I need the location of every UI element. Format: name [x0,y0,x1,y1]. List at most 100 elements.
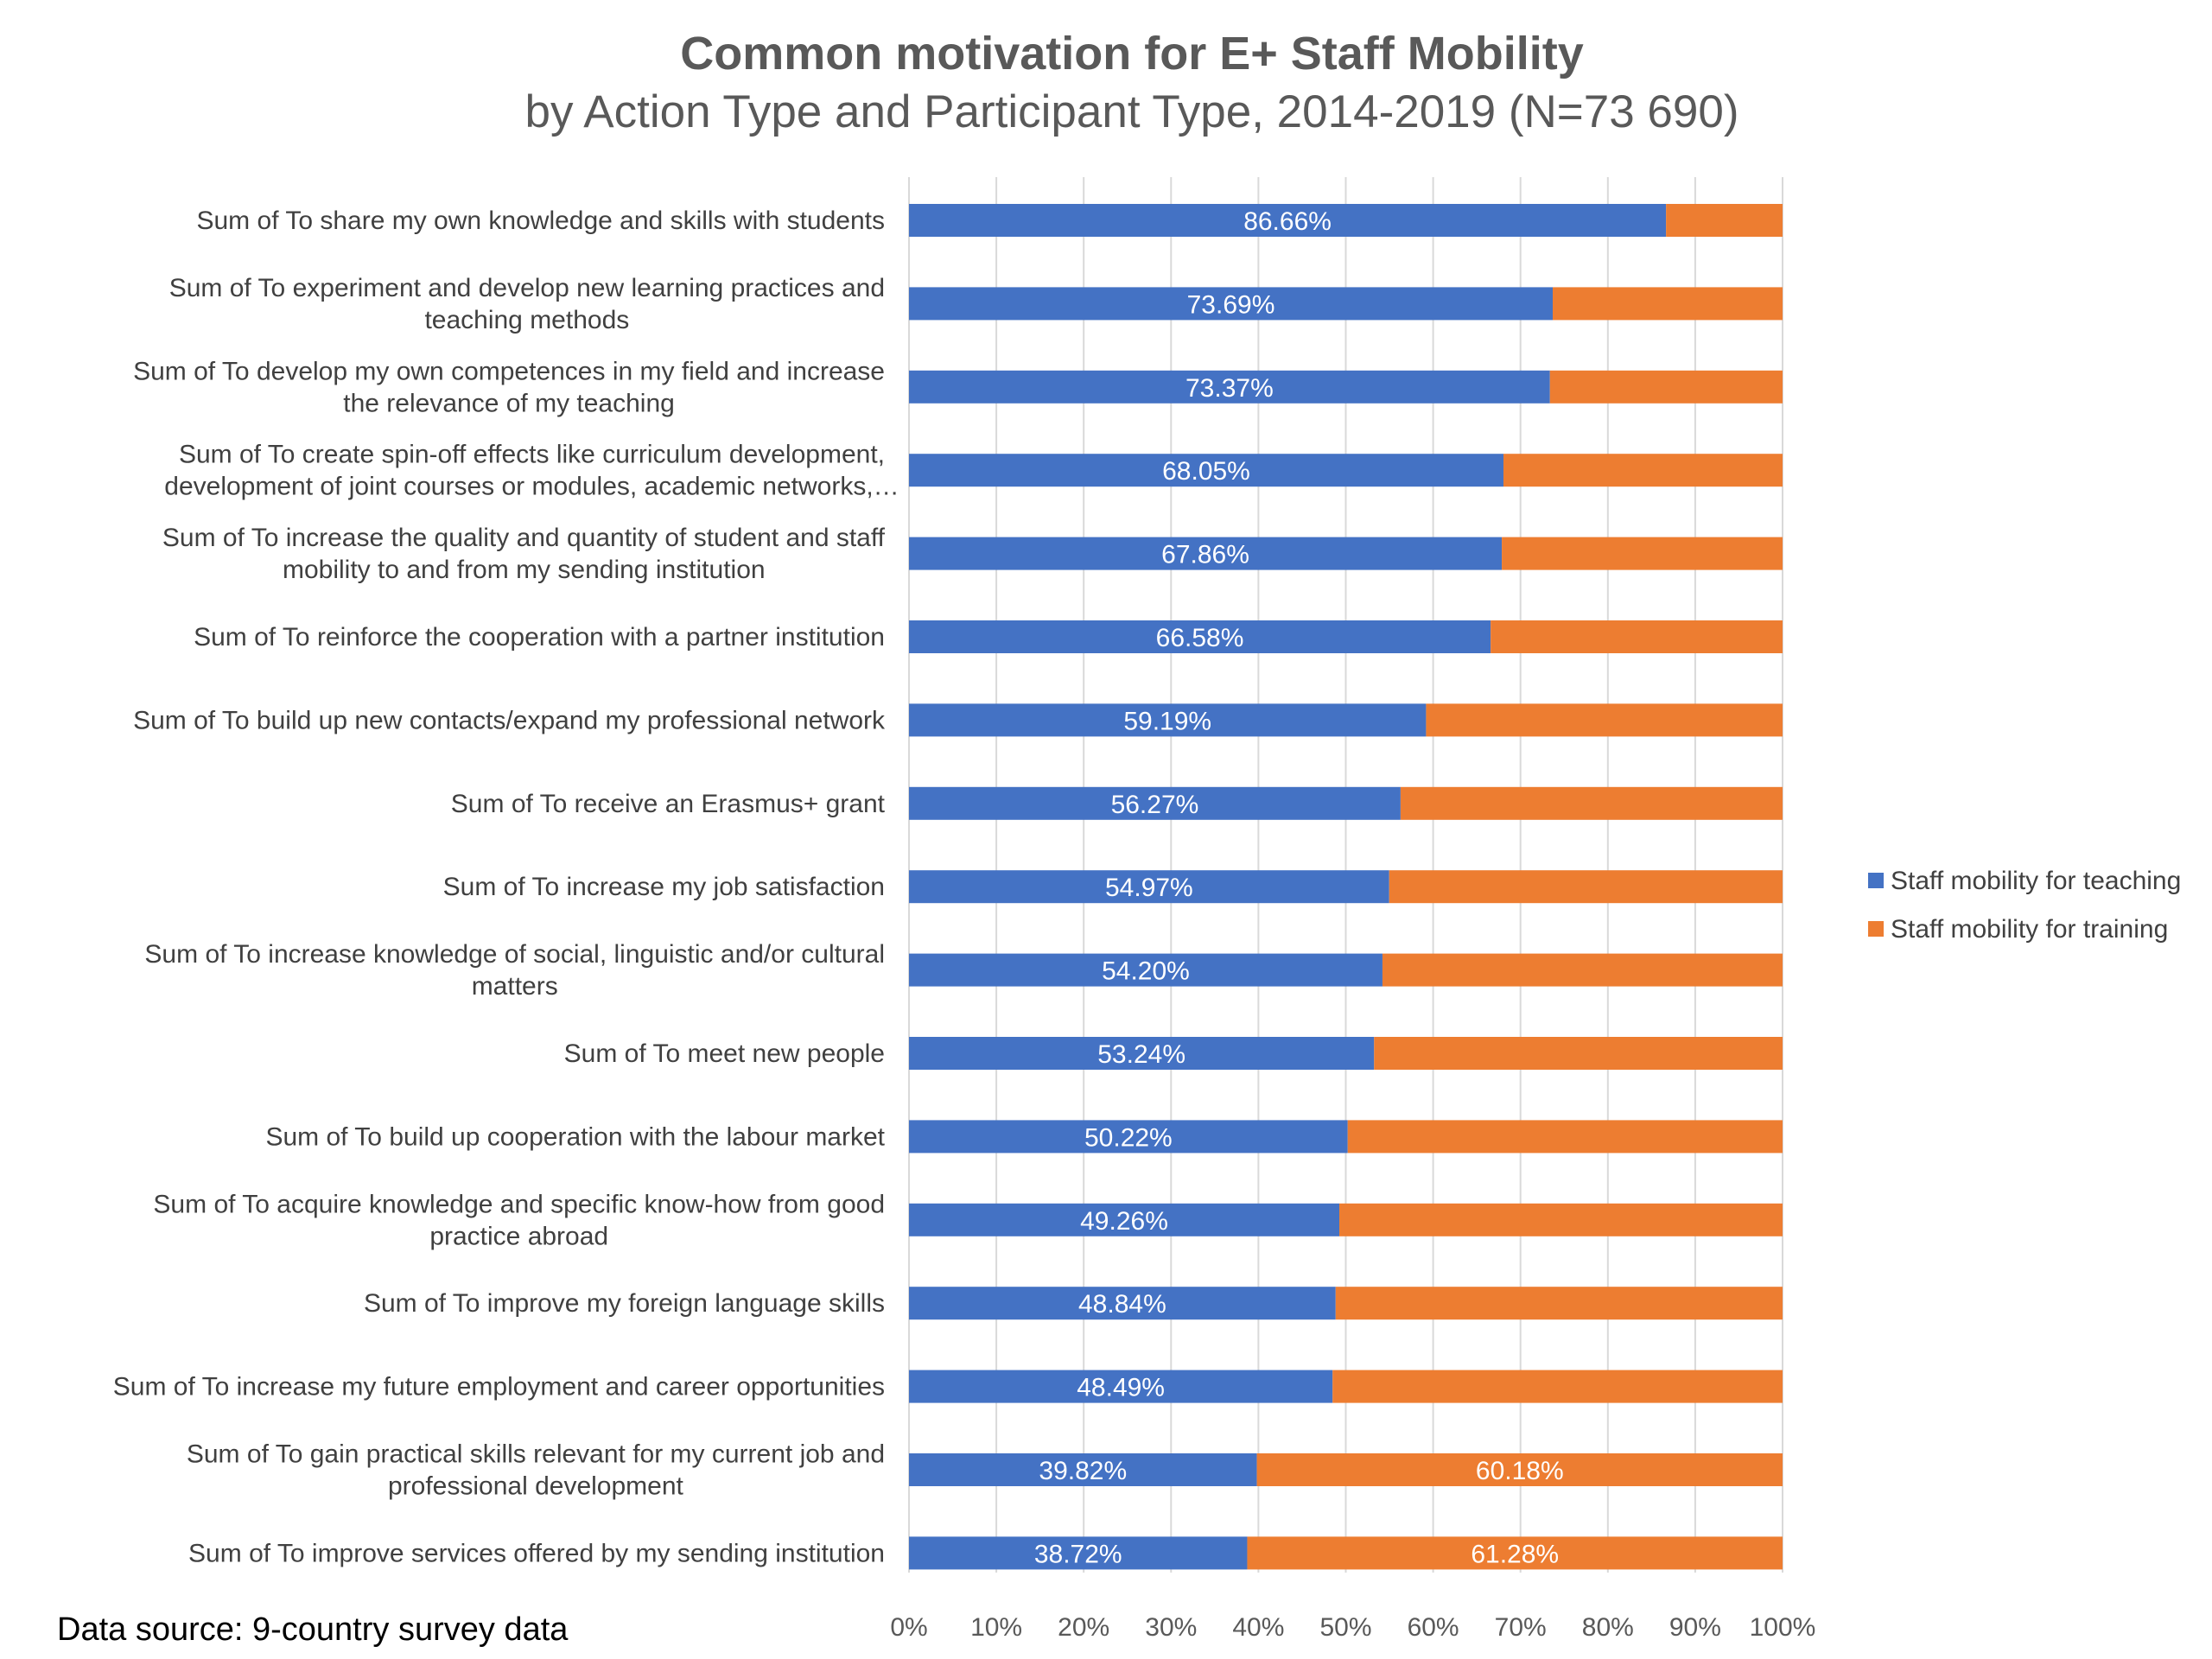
data-label: 59.19% [1123,707,1211,735]
bars: 86.66% 73.69% 73.37% 68.05% 67.86% 66.58% 59.1… [909,204,1783,1570]
data-label: 39.82% [1039,1457,1127,1485]
bar-segment [909,1203,1340,1236]
legend-swatch [1868,921,1884,937]
bar-segment [909,204,1667,237]
category-label: mobility to and from my sending institut… [283,556,766,584]
chart-title: Common motivation for E+ Staff Mobility [680,28,1584,79]
x-tick-label: 60% [1408,1613,1459,1642]
bar-segment [909,620,1491,653]
category-label: Sum of To share my own knowledge and ski… [196,207,885,235]
bar-segment [909,1037,1375,1070]
category-label: practice abroad [429,1222,608,1250]
category-labels: Sum of To share my own knowledge and ski… [113,207,899,1567]
x-tick-label: 20% [1058,1613,1109,1642]
category-label: Sum of To acquire knowledge and specific… [153,1190,885,1218]
legend: Staff mobility for teaching Staff mobilit… [1868,867,2181,944]
bar-segment [909,703,1427,737]
data-label: 48.49% [1077,1374,1165,1402]
category-label: development of joint courses or modules,… [164,473,899,501]
bar-segment [909,537,1503,570]
data-source-note: Data source: 9-country survey data [57,1611,569,1648]
bar-segment [909,1287,1336,1320]
x-tick-label: 80% [1582,1613,1634,1642]
x-tick-label: 100% [1750,1613,1816,1642]
category-label: Sum of To develop my own competences in … [133,357,885,385]
data-label: 67.86% [1161,541,1249,569]
bar-segment [1335,1287,1783,1320]
bar-segment [1347,1120,1783,1154]
bar-segment [1256,1453,1783,1486]
category-label: Sum of To increase the quality and quant… [162,524,886,552]
bar-segment [1339,1203,1783,1236]
category-label: Sum of To build up new contacts/expand m… [133,706,886,734]
data-label: 54.20% [1102,957,1190,986]
data-label: 49.26% [1080,1207,1168,1236]
category-label: matters [472,972,558,1001]
bar-segment [909,953,1382,987]
category-label: Sum of To increase my job satisfaction [443,873,885,901]
data-label: 48.84% [1078,1290,1166,1319]
bar-segment [1400,786,1783,820]
data-label: 66.58% [1156,624,1244,652]
x-tick-label: 10% [970,1613,1022,1642]
bar-segment [1382,953,1783,987]
bar-segment [1666,204,1783,237]
category-label: Sum of To reinforce the cooperation with… [194,623,885,652]
category-label: Sum of To increase my future employment … [113,1373,885,1402]
data-label: 60.18% [1476,1457,1564,1485]
data-label: 50.22% [1084,1123,1173,1152]
data-label: 56.27% [1111,791,1199,819]
bar-segment [909,1536,1248,1570]
category-label: the relevance of my teaching [343,389,675,417]
legend-swatch [1868,873,1884,888]
data-label: 54.97% [1105,874,1193,902]
bar-segment [1374,1037,1783,1070]
category-label: Sum of To improve my foreign language sk… [364,1289,885,1318]
x-tick-label: 70% [1495,1613,1547,1642]
chart-subtitle: by Action Type and Participant Type, 201… [525,86,1739,137]
x-tick-label: 40% [1232,1613,1284,1642]
data-label: 68.05% [1162,457,1250,486]
data-label: 38.72% [1034,1540,1122,1568]
data-label: 73.69% [1187,290,1275,319]
category-label: Sum of To build up cooperation with the … [265,1122,885,1151]
bar-segment [1553,287,1783,321]
data-label: 73.37% [1185,374,1274,403]
bar-segment [909,287,1554,321]
x-tick-label: 90% [1669,1613,1721,1642]
bar-segment [1426,703,1783,737]
x-axis-ticks: 0% 10% 20% 30% 40% 50% 60% 70% 80% 90% 100% [890,1613,1815,1642]
bar-segment [909,1370,1333,1403]
category-label: Sum of To experiment and develop new lea… [169,274,885,302]
legend-label: Staff mobility for teaching [1891,867,2181,895]
category-label: Sum of To gain practical skills relevant… [187,1440,885,1469]
bar-segment [909,454,1503,487]
bar-segment [1502,537,1783,570]
x-tick-label: 50% [1319,1613,1371,1642]
bar-segment [1389,870,1783,904]
x-tick-label: 30% [1145,1613,1197,1642]
bar-segment [909,1453,1257,1486]
data-label: 61.28% [1471,1540,1559,1568]
category-label: professional development [388,1472,684,1501]
category-label: Sum of To receive an Erasmus+ grant [451,790,886,818]
bar-segment [909,870,1389,904]
bar-segment [1503,454,1783,487]
bar-segment [1247,1536,1783,1570]
category-label: Sum of To meet new people [564,1039,885,1068]
bar-segment [1549,370,1783,404]
bar-segment [909,786,1401,820]
category-label: Sum of To improve services offered by my… [188,1539,885,1567]
bar-segment [1332,1370,1783,1403]
data-label: 53.24% [1097,1040,1185,1069]
bar-segment [1491,620,1783,653]
x-tick-label: 0% [890,1613,927,1642]
bar-segment [909,370,1550,404]
bar-segment [909,1120,1348,1154]
category-label: Sum of To increase knowledge of social, … [144,940,885,969]
data-label: 86.66% [1243,207,1332,236]
category-label: teaching methods [424,306,629,334]
legend-label: Staff mobility for training [1891,915,2168,944]
category-label: Sum of To create spin-off effects like c… [179,441,885,469]
